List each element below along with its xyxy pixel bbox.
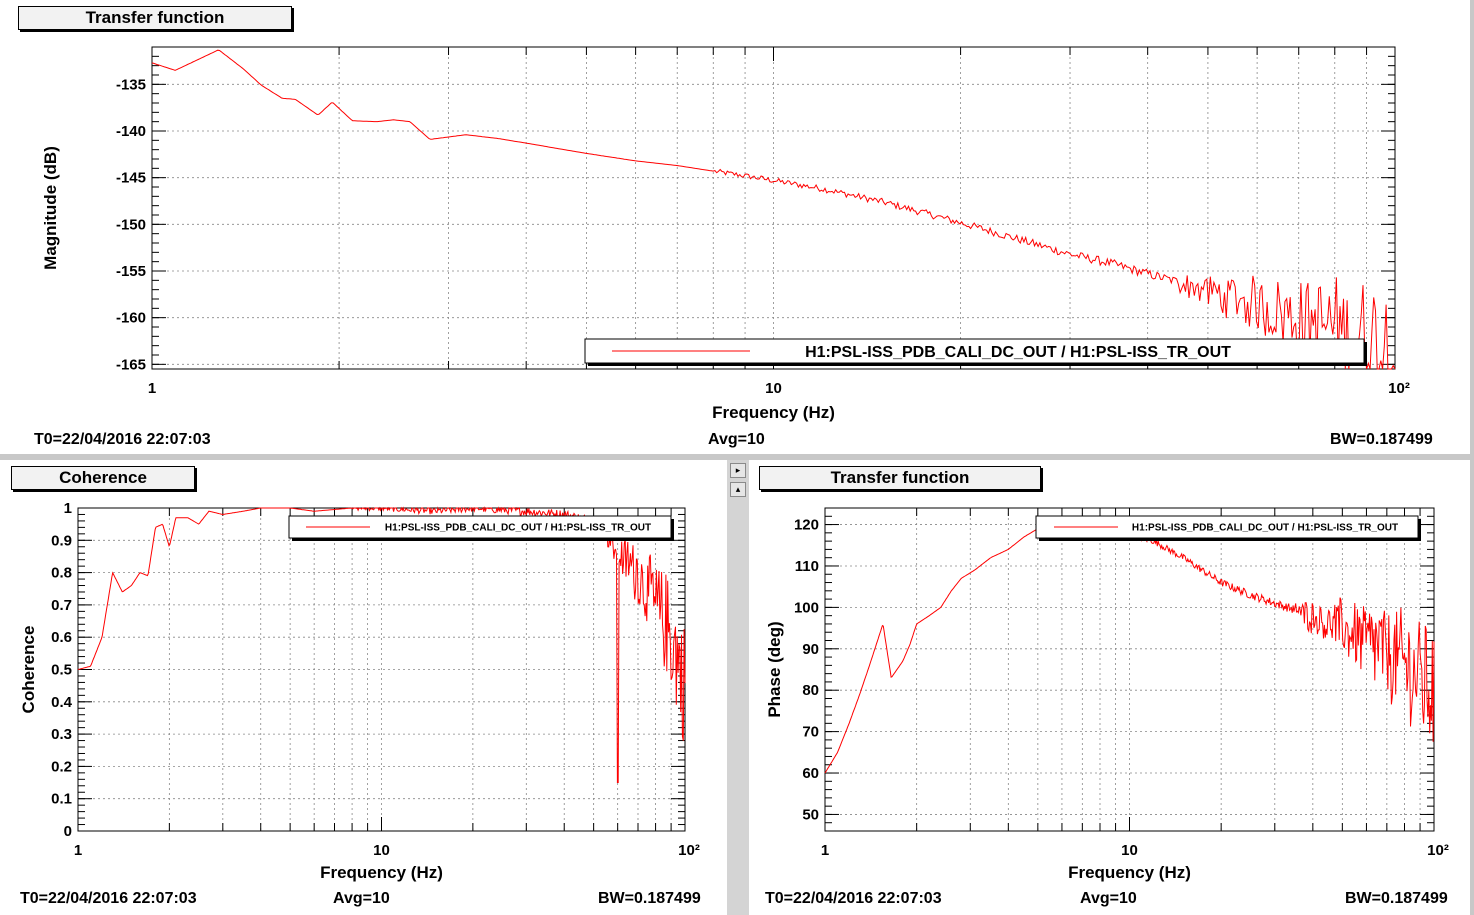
horizontal-splitter[interactable] [0, 454, 1474, 460]
magnitude-xtick-label: 10 [765, 380, 782, 397]
phase-ylabel: Phase (deg) [765, 621, 784, 717]
phase-legend-label: H1:PSL-ISS_PDB_CALI_DC_OUT / H1:PSL-ISS_… [1132, 523, 1398, 534]
magnitude-xtick-label: 1 [148, 380, 156, 397]
arrow-up-icon[interactable]: ▴ [730, 482, 746, 497]
right-footer-t0: T0=22/04/2016 22:07:03 [765, 890, 942, 907]
coherence-ytick-label: 0.6 [51, 629, 72, 646]
coherence-ytick-label: 0.5 [51, 662, 72, 679]
magnitude-legend-label: H1:PSL-ISS_PDB_CALI_DC_OUT / H1:PSL-ISS_… [805, 344, 1231, 361]
phase-xtick-label: 10² [1427, 842, 1449, 859]
left-footer-bw: BW=0.187499 [598, 890, 701, 907]
top-footer-t0: T0=22/04/2016 22:07:03 [34, 431, 211, 448]
coherence-ytick-label: 0.1 [51, 791, 72, 808]
coherence-xtick-label: 10² [678, 842, 700, 859]
top-footer-bw: BW=0.187499 [1330, 431, 1433, 448]
top-footer-avg: Avg=10 [708, 431, 765, 448]
right-footer-bw: BW=0.187499 [1345, 890, 1448, 907]
magnitude-ytick-label: -150 [116, 216, 146, 233]
phase-ytick-label: 120 [794, 517, 819, 534]
coherence-xtick-label: 1 [74, 842, 82, 859]
coherence-ytick-label: 1 [64, 500, 72, 517]
coherence-ytick-label: 0.9 [51, 532, 72, 549]
magnitude-ylabel: Magnitude (dB) [41, 146, 60, 270]
phase-ytick-label: 110 [795, 558, 819, 575]
coherence-ytick-label: 0 [64, 823, 72, 840]
left-panel-title[interactable]: Coherence [11, 466, 195, 490]
coherence-ytick-label: 0.4 [51, 694, 73, 711]
phase-ytick-label: 90 [802, 641, 819, 658]
phase-xlabel: Frequency (Hz) [1068, 863, 1191, 882]
magnitude-series-line [151, 49, 1396, 370]
left-footer-avg: Avg=10 [333, 890, 390, 907]
window-right-edge [1470, 0, 1474, 915]
top-panel-title[interactable]: Transfer function [18, 6, 292, 30]
coherence-legend-label: H1:PSL-ISS_PDB_CALI_DC_OUT / H1:PSL-ISS_… [385, 523, 651, 534]
phase-ytick-label: 50 [802, 806, 819, 823]
phase-xtick-label: 10 [1121, 842, 1138, 859]
phase-ytick-label: 100 [794, 599, 819, 616]
magnitude-grid [152, 47, 1395, 369]
magnitude-ytick-label: -140 [116, 123, 146, 140]
right-footer-avg: Avg=10 [1080, 890, 1137, 907]
right-panel-title[interactable]: Transfer function [759, 466, 1041, 490]
arrow-right-icon[interactable]: ▸ [730, 463, 746, 478]
phase-ytick-label: 80 [802, 682, 819, 699]
coherence-legend [288, 515, 672, 539]
magnitude-xlabel: Frequency (Hz) [712, 403, 835, 422]
magnitude-xtick-label: 10² [1388, 380, 1410, 397]
magnitude-ytick-label: -145 [116, 170, 146, 187]
coherence-ytick-label: 0.2 [51, 758, 72, 775]
coherence-xtick-label: 10 [373, 842, 390, 859]
left-footer-t0: T0=22/04/2016 22:07:03 [20, 890, 197, 907]
coherence-grid [78, 508, 685, 831]
coherence-ylabel: Coherence [19, 626, 38, 714]
coherence-ytick-label: 0.3 [51, 726, 72, 743]
magnitude-ytick-label: -160 [116, 310, 146, 327]
coherence-xlabel: Frequency (Hz) [320, 863, 443, 882]
phase-ytick-label: 60 [802, 765, 819, 782]
magnitude-ytick-label: -155 [116, 263, 146, 280]
coherence-ytick-label: 0.8 [51, 565, 72, 582]
magnitude-ytick-label: -165 [116, 356, 146, 373]
coherence-chart: 0 0.1 0.2 0.3 0.4 0.5 0.6 0.7 0.8 0.9 1 1 10 10² Frequ… [19, 500, 700, 882]
phase-xtick-label: 1 [821, 842, 829, 859]
magnitude-ytick-label: -135 [116, 76, 146, 93]
vertical-splitter[interactable]: ▸ ▴ [727, 460, 749, 915]
coherence-ytick-label: 0.7 [51, 597, 72, 614]
phase-ytick-label: 70 [802, 724, 819, 741]
phase-legend [1035, 515, 1419, 539]
